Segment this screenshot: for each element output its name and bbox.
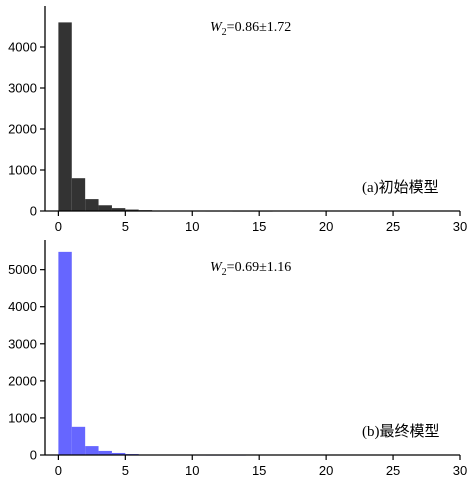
chart-panel-a: 0 5 10 15 20 25 30 0 1000 2000 3000 4000 W2=0.86±1.7… (8, 6, 467, 234)
x-tick-label: 5 (122, 463, 129, 478)
panel-label: (b)最终模型 (362, 423, 440, 440)
x-tick-label: 5 (122, 219, 129, 234)
x-tick-label: 10 (185, 463, 199, 478)
x-tick-label: 20 (319, 219, 333, 234)
y-tick-label: 4000 (8, 40, 37, 55)
stat-value: =0.86±1.72 (227, 20, 292, 35)
y-tick-label: 0 (30, 448, 37, 463)
histogram-bar (98, 205, 112, 211)
stat-annotation: W2=0.69±1.16 (210, 260, 291, 278)
y-tick-label: 4000 (8, 299, 37, 314)
x-tick-label: 30 (453, 219, 467, 234)
stat-symbol: W (210, 260, 223, 275)
x-tick-label: 0 (55, 463, 62, 478)
histogram-bar (111, 452, 126, 455)
stat-value: =0.69±1.16 (227, 260, 292, 275)
histogram-bar (98, 450, 112, 455)
histogram-bar (71, 426, 86, 455)
x-tick-label: 20 (319, 463, 333, 478)
stat-subscript: 2 (222, 267, 227, 278)
x-tick-label: 25 (386, 219, 400, 234)
y-tick-label: 2000 (8, 122, 37, 137)
x-tick-label: 15 (252, 463, 266, 478)
histogram-bar (111, 208, 126, 211)
histogram-bar (85, 446, 99, 455)
y-tick-label: 1000 (8, 410, 37, 425)
y-tick-label: 3000 (8, 336, 37, 351)
y-tick-label: 3000 (8, 81, 37, 96)
y-tick-label: 0 (30, 204, 37, 219)
x-tick-label: 0 (55, 219, 62, 234)
chart-panel-b: 0 5 10 15 20 25 30 0 1000 2000 3000 4000 5000 W2=0.69… (8, 240, 467, 478)
stat-annotation: W2=0.86±1.72 (210, 20, 291, 38)
histogram-bar (58, 251, 72, 455)
stat-subscript: 2 (222, 27, 227, 38)
x-tick-label: 25 (386, 463, 400, 478)
y-tick-label: 2000 (8, 373, 37, 388)
x-tick-label: 10 (185, 219, 199, 234)
histogram-bar (125, 209, 139, 211)
x-tick-label: 30 (453, 463, 467, 478)
x-tick-label: 15 (252, 219, 266, 234)
stat-symbol: W (210, 20, 223, 35)
y-tick-label: 5000 (8, 262, 37, 277)
histogram-bar (71, 178, 86, 211)
histogram-bar (58, 22, 72, 212)
y-tick-label: 1000 (8, 163, 37, 178)
panel-label: (a)初始模型 (362, 179, 439, 196)
histogram-bar (85, 199, 99, 211)
